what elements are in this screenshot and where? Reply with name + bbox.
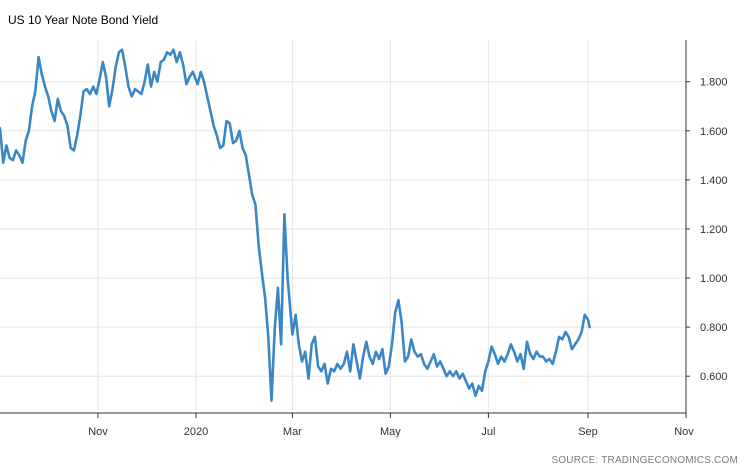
y-axis-ticks: 0.600 0.800 1.000 1.200 1.400 1.600 1.800 (686, 77, 728, 383)
y-tick-label: 0.600 (700, 371, 728, 383)
x-tick-label: Jul (481, 426, 495, 438)
gridlines (0, 40, 687, 413)
y-tick-label: 1.800 (700, 77, 728, 89)
chart-title: US 10 Year Note Bond Yield (8, 13, 159, 27)
y-tick-label: 1.000 (700, 273, 728, 285)
source-label: SOURCE: TRADINGECONOMICS.COM (551, 455, 738, 466)
y-tick-label: 0.800 (700, 322, 728, 334)
x-tick-label: Mar (283, 426, 302, 438)
x-tick-label: Sep (578, 426, 598, 438)
y-tick-label: 1.600 (700, 126, 728, 138)
x-tick-label: Nov (674, 426, 694, 438)
series-line (0, 48, 591, 402)
x-tick-label: Nov (88, 426, 108, 438)
x-axis-ticks: Nov 2020 Mar May Jul Sep Nov (88, 413, 694, 438)
y-tick-label: 1.200 (700, 224, 728, 236)
x-tick-label: 2020 (184, 426, 208, 438)
y-tick-label: 1.400 (700, 175, 728, 187)
x-tick-label: May (380, 426, 401, 438)
